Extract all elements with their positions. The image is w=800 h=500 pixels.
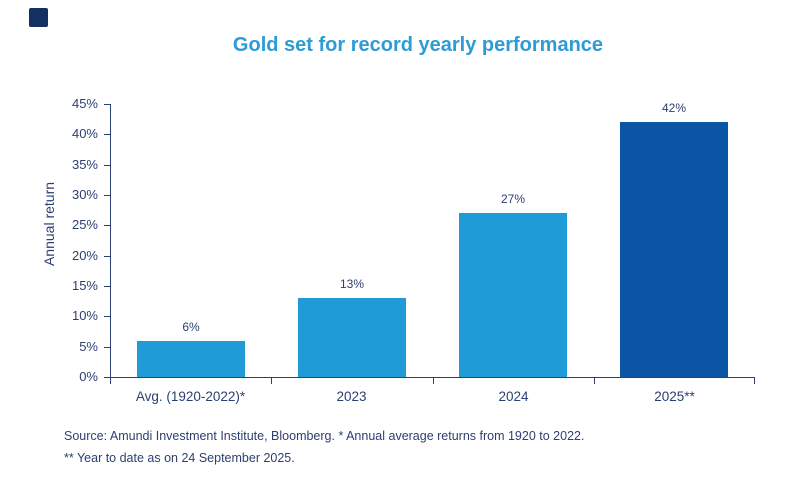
y-tick-label: 5%	[79, 339, 98, 354]
y-tick	[104, 256, 110, 257]
x-category-label: 2025**	[654, 389, 695, 404]
bar	[298, 298, 406, 377]
bar	[620, 122, 728, 377]
source-footnote: Source: Amundi Investment Institute, Blo…	[64, 425, 584, 469]
y-tick-label: 40%	[71, 126, 98, 141]
y-tick-label: 15%	[71, 278, 98, 293]
y-tick	[104, 225, 110, 226]
x-category-label: 2023	[336, 389, 367, 404]
y-tick-label: 10%	[71, 308, 98, 323]
y-tick-label: 25%	[71, 217, 98, 232]
x-tick	[594, 377, 595, 384]
y-tick-label: 45%	[71, 96, 98, 111]
x-category-label: 2024	[498, 389, 529, 404]
y-tick	[104, 377, 110, 378]
chart-title: Gold set for record yearly performance	[232, 34, 604, 56]
bar-value-label: 27%	[500, 192, 526, 206]
y-tick	[104, 104, 110, 105]
x-tick	[754, 377, 755, 384]
x-tick	[433, 377, 434, 384]
x-axis-line	[110, 377, 755, 378]
bar-value-label: 6%	[182, 320, 200, 334]
bar-value-label: 42%	[661, 101, 687, 115]
y-tick-label: 20%	[71, 248, 98, 263]
y-tick	[104, 165, 110, 166]
y-tick	[104, 286, 110, 287]
y-tick	[104, 195, 110, 196]
y-tick-label: 0%	[79, 369, 98, 384]
y-tick	[104, 316, 110, 317]
bar	[459, 213, 567, 377]
x-category-label: Avg. (1920-2022)*	[135, 389, 246, 404]
bar-value-label: 13%	[339, 277, 365, 291]
bar	[137, 341, 245, 377]
source-line-2: ** Year to date as on 24 September 2025.	[64, 451, 295, 465]
y-tick	[104, 347, 110, 348]
y-axis-line	[110, 104, 111, 377]
x-tick	[110, 377, 111, 384]
y-tick-label: 30%	[71, 187, 98, 202]
brand-logo-square	[29, 8, 48, 27]
y-tick	[104, 134, 110, 135]
x-tick	[271, 377, 272, 384]
y-tick-label: 35%	[71, 157, 98, 172]
source-line-1: Source: Amundi Investment Institute, Blo…	[64, 429, 585, 443]
